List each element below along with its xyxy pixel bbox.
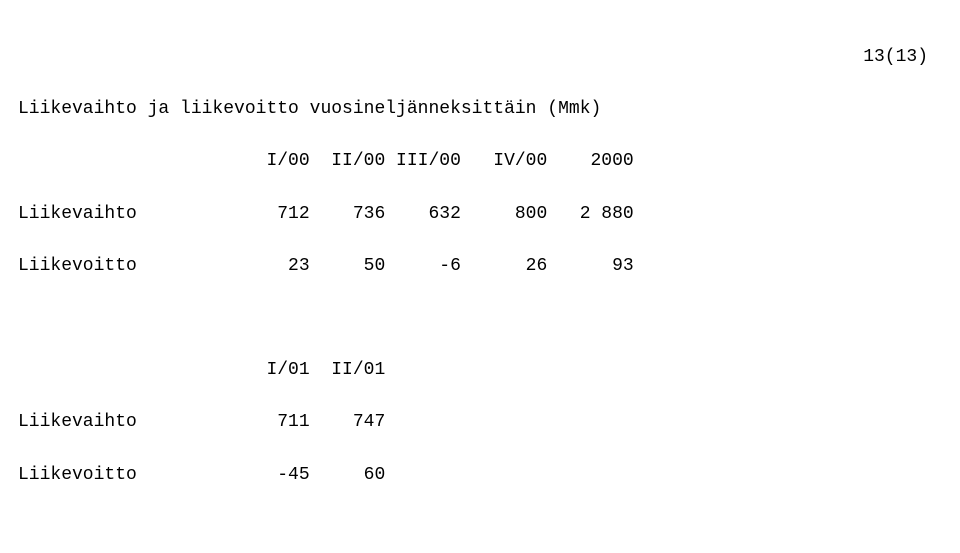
table1-header: I/00 II/00 III/00 IV/00 2000 (18, 148, 932, 174)
blank-line-1 (18, 305, 932, 331)
blank-line-2 (18, 514, 932, 540)
table1-row-liikevaihto: Liikevaihto 712 736 632 800 2 880 (18, 201, 932, 227)
table1-title: Liikevaihto ja liikevoitto vuosineljänne… (18, 96, 932, 122)
table1-row-liikevoitto: Liikevoitto 23 50 -6 26 93 (18, 253, 932, 279)
document-page: 13(13) Liikevaihto ja liikevoitto vuosin… (0, 0, 960, 553)
table2-header: I/01 II/01 (18, 357, 932, 383)
table2-row-liikevaihto: Liikevaihto 711 747 (18, 409, 932, 435)
table2-row-liikevoitto: Liikevoitto -45 60 (18, 462, 932, 488)
page-number: 13(13) (18, 44, 932, 70)
